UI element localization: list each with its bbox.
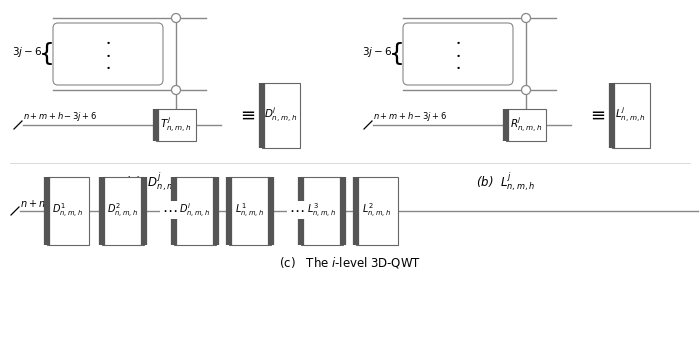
Bar [301,177,343,245]
Text: {: { [389,42,405,66]
Bar [47,177,89,245]
Text: (b)  $L^j_{n,m,h}$: (b) $L^j_{n,m,h}$ [475,170,535,193]
Text: $n+m+h-3j+6$: $n+m+h-3j+6$ [23,110,97,123]
Text: $L^1_{n,m,h}$: $L^1_{n,m,h}$ [235,202,265,220]
Text: $\equiv$: $\equiv$ [587,106,606,124]
FancyBboxPatch shape [53,23,163,85]
Text: $L^3_{n,m,h}$: $L^3_{n,m,h}$ [307,202,337,220]
Text: $n+m+h-3j+6$: $n+m+h-3j+6$ [373,110,447,123]
Bar [174,177,216,245]
Bar [229,177,271,245]
Text: $D^1_{n,m,h}$: $D^1_{n,m,h}$ [52,202,84,220]
Circle shape [522,85,531,95]
Text: $R^j_{n,m,h}$: $R^j_{n,m,h}$ [510,115,542,134]
Text: $n+m+h$: $n+m+h$ [20,197,67,209]
Text: $D^i_{n,m,h}$: $D^i_{n,m,h}$ [179,202,211,220]
Text: $\bullet$
$\bullet$
$\bullet$: $\bullet$ $\bullet$ $\bullet$ [105,37,111,71]
Text: $D^2_{n,m,h}$: $D^2_{n,m,h}$ [107,202,139,220]
Text: $\equiv$: $\equiv$ [237,106,256,124]
Text: $T^j_{n,m,h}$: $T^j_{n,m,h}$ [160,115,192,134]
Text: $\bullet$
$\bullet$
$\bullet$: $\bullet$ $\bullet$ $\bullet$ [455,37,461,71]
Text: (c)   The $i$-level 3D-QWT: (c) The $i$-level 3D-QWT [279,255,421,270]
Bar [356,177,398,245]
FancyBboxPatch shape [403,23,513,85]
Text: $\cdots$: $\cdots$ [289,203,304,217]
Bar [156,109,196,141]
Circle shape [172,85,181,95]
Text: $L^j_{n,m,h}$: $L^j_{n,m,h}$ [615,106,647,125]
Text: (a)  $D^j_{n,m,h}$: (a) $D^j_{n,m,h}$ [125,170,186,193]
Text: $3j-6$: $3j-6$ [12,45,42,59]
Bar [612,83,650,148]
Circle shape [172,13,181,23]
Circle shape [522,13,531,23]
Text: {: { [39,42,55,66]
Text: $D^j_{n,m,h}$: $D^j_{n,m,h}$ [265,106,298,125]
Text: $L^2_{n,m,h}$: $L^2_{n,m,h}$ [363,202,391,220]
Bar [506,109,546,141]
Text: $3j-6$: $3j-6$ [362,45,392,59]
Text: $\cdots$: $\cdots$ [162,203,177,217]
Bar [102,177,144,245]
Bar [262,83,300,148]
